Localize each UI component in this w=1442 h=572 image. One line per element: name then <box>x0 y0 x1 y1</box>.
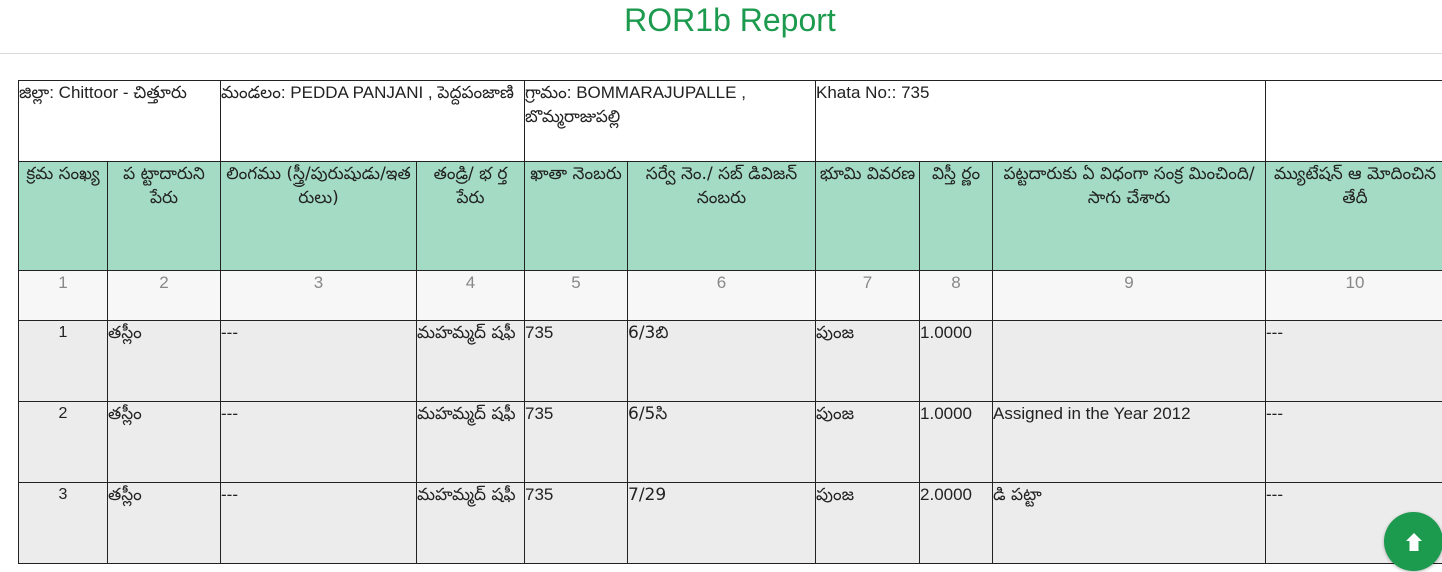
extent-cell: 1.0000 <box>919 401 994 483</box>
info-row: జిల్లా: Chittoor - చిత్తూరు మండలం: PEDDA… <box>18 80 1442 162</box>
land-type-cell: పుంజ <box>815 320 921 402</box>
column-number: 6 <box>627 270 817 321</box>
column-number: 4 <box>415 270 526 321</box>
column-number: 7 <box>815 270 921 321</box>
mutation-date-cell: --- <box>1265 320 1442 402</box>
gender-cell: --- <box>220 401 417 483</box>
khata-number-cell: 735 <box>524 482 629 564</box>
header-cell: పట్టదారుకు ఏ విధంగా సంక్ర మించింది/ సాగు… <box>992 161 1267 271</box>
khata-number-cell: 735 <box>524 320 629 402</box>
header-cell: తండ్రి/ భ ర్త పేరు <box>415 161 526 271</box>
column-number: 9 <box>992 270 1267 321</box>
header-cell: విస్తీ ర్ణం <box>919 161 994 271</box>
mutation-date-cell: --- <box>1265 401 1442 483</box>
acquisition-cell: డి పట్టా <box>992 482 1267 564</box>
header-cell: మ్యుటేషన్ ఆ మోదించిన తేదీ <box>1265 161 1442 271</box>
info-blank-cell <box>1265 80 1442 162</box>
column-number: 2 <box>107 270 221 321</box>
serial-cell: 3 <box>18 482 108 564</box>
column-number: 3 <box>220 270 417 321</box>
village-cell: గ్రామం: BOMMARAJUPALLE , బొమ్మరాజుపల్లి <box>524 80 817 162</box>
table-row: 1 తస్లీం --- మహమ్మద్ షఫీ 735 6/3బి పుంజ … <box>18 320 1442 402</box>
extent-cell: 2.0000 <box>919 482 994 564</box>
column-number-row: 1 2 3 4 5 6 7 8 9 10 <box>18 270 1442 321</box>
header-cell: లింగము (స్త్రీ/పురుషుడు/ఇత రులు) <box>220 161 417 271</box>
ror1b-table: జిల్లా: Chittoor - చిత్తూరు మండలం: PEDDA… <box>18 80 1442 564</box>
mandal-cell: మండలం: PEDDA PANJANI , పెద్దపంజాణి <box>219 80 526 162</box>
column-number: 1 <box>18 270 108 321</box>
header-row: క్రమ సంఖ్య ప ట్టాదారుని పేరు లింగము (స్త… <box>18 161 1442 271</box>
land-type-cell: పుంజ <box>815 401 921 483</box>
column-number: 8 <box>919 270 994 321</box>
survey-number-cell: 7/29 <box>627 482 817 564</box>
father-name-cell: మహమ్మద్ షఫీ <box>415 482 526 564</box>
father-name-cell: మహమ్మద్ షఫీ <box>415 320 526 402</box>
owner-name-cell: తస్లీం <box>107 320 221 402</box>
serial-cell: 1 <box>18 320 108 402</box>
serial-cell: 2 <box>18 401 108 483</box>
survey-number-cell: 6/3బి <box>627 320 817 402</box>
page-title: ROR1b Report <box>624 2 836 38</box>
header-cell: ఖాతా నెంబరు <box>524 161 629 271</box>
arrow-up-icon <box>1405 532 1422 551</box>
district-cell: జిల్లా: Chittoor - చిత్తూరు <box>18 80 221 162</box>
acquisition-cell: Assigned in the Year 2012 <box>992 401 1267 483</box>
header-cell: ప ట్టాదారుని పేరు <box>107 161 221 271</box>
gender-cell: --- <box>220 482 417 564</box>
land-type-cell: పుంజ <box>815 482 921 564</box>
header-cell: క్రమ సంఖ్య <box>18 161 108 271</box>
acquisition-cell <box>992 320 1267 402</box>
owner-name-cell: తస్లీం <box>107 401 221 483</box>
header-cell: భూమి వివరణ <box>815 161 921 271</box>
owner-name-cell: తస్లీం <box>107 482 221 564</box>
column-number: 10 <box>1265 270 1442 321</box>
khata-number-cell: 735 <box>524 401 629 483</box>
table-row: 2 తస్లీం --- మహమ్మద్ షఫీ 735 6/5సి పుంజ … <box>18 401 1442 483</box>
column-number: 5 <box>524 270 629 321</box>
khata-cell: Khata No:: 735 <box>815 80 1267 162</box>
father-name-cell: మహమ్మద్ షఫీ <box>415 401 526 483</box>
scroll-to-top-button[interactable] <box>1384 512 1442 571</box>
survey-number-cell: 6/5సి <box>627 401 817 483</box>
extent-cell: 1.0000 <box>919 320 994 402</box>
gender-cell: --- <box>220 320 417 402</box>
title-divider <box>0 53 1442 54</box>
table-row: 3 తస్లీం --- మహమ్మద్ షఫీ 735 7/29 పుంజ 2… <box>18 482 1442 564</box>
header-cell: సర్వే నెం./ సబ్ డివిజన్ నంబరు <box>627 161 817 271</box>
